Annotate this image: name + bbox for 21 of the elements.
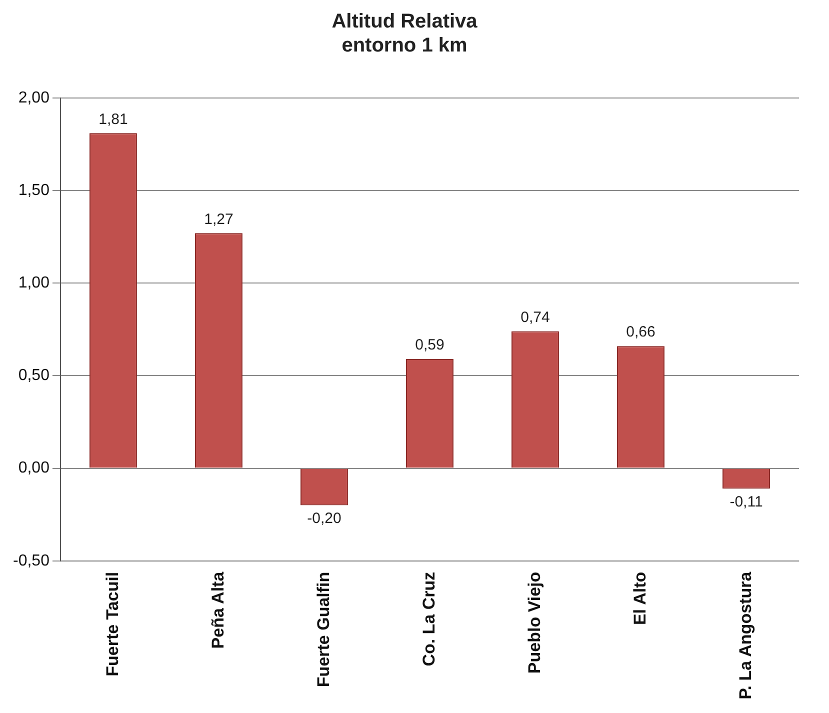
y-tick-label: 2,00 xyxy=(18,89,50,106)
y-tick-label: 0,50 xyxy=(18,367,50,384)
x-tick-label: El Alto xyxy=(630,572,650,626)
y-tick-label: 1,50 xyxy=(18,182,50,199)
data-label: 0,74 xyxy=(520,308,550,326)
x-tick-label: Pueblo Viejo xyxy=(524,572,544,674)
data-label: 0,59 xyxy=(415,336,444,354)
chart-title: Altitud Relativa entorno 1 km xyxy=(332,10,478,57)
data-label: 1,81 xyxy=(98,110,128,128)
x-tick-label: Co. La Cruz xyxy=(419,572,438,666)
data-label: -0,20 xyxy=(307,510,342,527)
y-tick-label: 0,00 xyxy=(18,460,50,477)
y-tick-label: 1,00 xyxy=(18,274,50,292)
data-label: -0,11 xyxy=(730,493,763,510)
x-tick-label: Fuerte Gualfin xyxy=(314,572,333,688)
data-label: 1,27 xyxy=(204,210,234,228)
y-tick-label: -0,50 xyxy=(13,552,50,570)
x-tick-label: Fuerte Tacuil xyxy=(102,572,122,676)
x-tick-label: P. La Angostura xyxy=(736,571,755,700)
data-label: 0,66 xyxy=(626,324,656,341)
x-tick-label: Peña Alta xyxy=(208,571,228,649)
